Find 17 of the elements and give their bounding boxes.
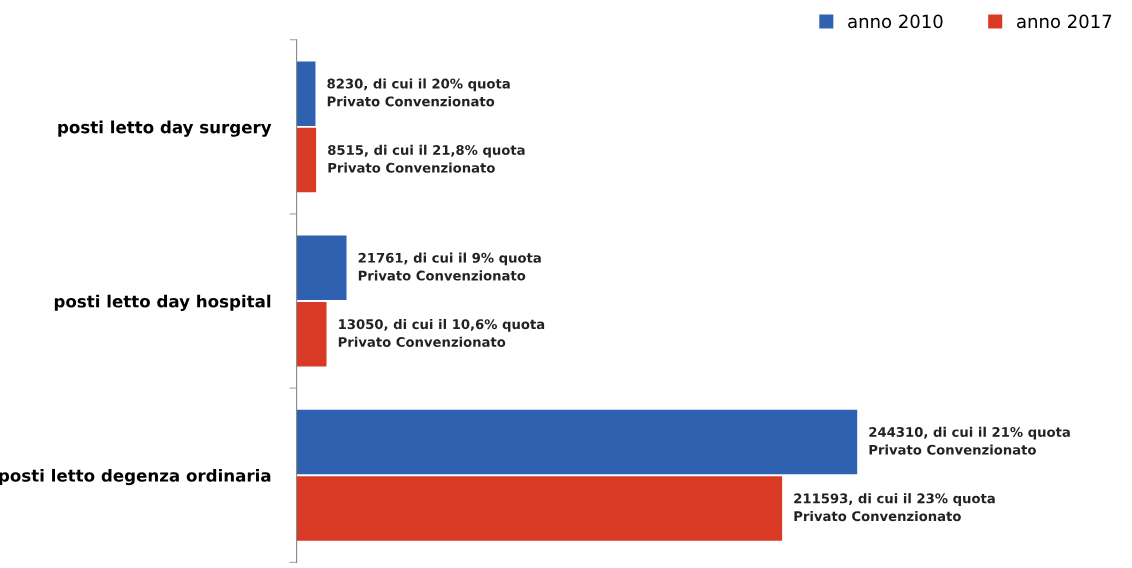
y-tick-label: posti letto day surgery <box>58 120 272 137</box>
data-label: 13050, di cui il 10,6% quota Privato Convenzionato <box>338 318 545 347</box>
data-label: 8515, di cui il 21,8% quota Privato Convenzionato <box>328 144 525 173</box>
bar <box>296 476 783 541</box>
legend-label: anno 2017 <box>1017 14 1112 29</box>
data-label: 8230, di cui il 20% quota Privato Convenzionato <box>327 78 510 107</box>
data-label: 244310, di cui il 21% quota Privato Convenzionato <box>869 426 1070 455</box>
legend-label: anno 2010 <box>848 14 943 29</box>
data-label: 211593, di cui il 23% quota Privato Convenzionato <box>794 493 995 522</box>
bar <box>296 61 316 126</box>
y-tick-label: posti letto day hospital <box>54 294 271 311</box>
bar <box>296 127 317 193</box>
bar <box>296 302 327 367</box>
bar <box>296 235 347 301</box>
y-tick-label: posti letto degenza ordinaria <box>0 468 271 486</box>
bar <box>296 409 858 475</box>
data-label: 21761, di cui il 9% quota Privato Convenzionato <box>358 252 541 281</box>
